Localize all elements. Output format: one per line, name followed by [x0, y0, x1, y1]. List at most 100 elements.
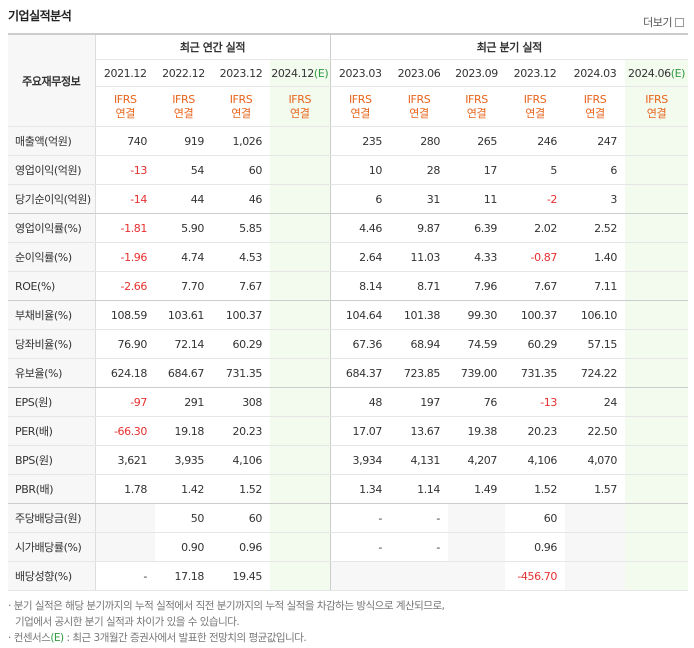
- data-cell: 22.50: [565, 416, 625, 446]
- data-row: BPS(원) 3,621 3,935 4,106 3,934 4,131 4,207 4,10…: [8, 445, 689, 475]
- data-cell: 76: [448, 387, 505, 417]
- data-row: 부채비율(%) 108.59 103.61 100.37 104.64 101.38 99.…: [8, 300, 689, 330]
- empty-cell: [270, 126, 330, 156]
- data-cell: 291: [155, 387, 212, 417]
- data-row: 시가배당률(%) 0.90 0.96- -0.96: [8, 532, 689, 562]
- empty-cell: [329, 561, 390, 591]
- data-cell: 54: [155, 155, 212, 185]
- data-cell: 2.52: [565, 213, 625, 243]
- data-cell: 101.38: [390, 300, 448, 330]
- data-cell: 31: [390, 184, 448, 214]
- estimate-mark: (E): [313, 66, 329, 80]
- data-cell: 1.42: [155, 474, 212, 504]
- data-row: EPS(원) -97 291 308 48 197 76 -13 24: [8, 387, 689, 417]
- data-cell: 60.29: [212, 329, 270, 359]
- standard-label: IFRS: [465, 92, 488, 106]
- empty-cell: [270, 474, 330, 504]
- notes: 분기 실적은 해당 분기까지의 누적 실적에서 직전 분기까지의 누적 실적을 …: [8, 598, 445, 646]
- data-cell: 60.29: [505, 329, 565, 359]
- standard-label: 연결: [646, 106, 667, 120]
- data-cell: -: [329, 503, 390, 533]
- standard-label: IFRS: [645, 92, 668, 106]
- data-cell: 60: [212, 155, 270, 185]
- period-header: 2022.12: [155, 59, 212, 87]
- row-label: BPS(원): [8, 445, 96, 475]
- standard-label: 연결: [173, 106, 194, 120]
- standard-label: 연결: [525, 106, 545, 120]
- period-label: 2023.03: [338, 66, 382, 80]
- data-cell: 106.10: [565, 300, 625, 330]
- data-cell: 17.07: [329, 416, 390, 446]
- data-cell: 1.49: [448, 474, 505, 504]
- data-cell: 3,934: [329, 445, 390, 475]
- data-cell: 0.90: [155, 532, 212, 562]
- standard-label: IFRS: [172, 92, 195, 106]
- data-cell: 11.03: [390, 242, 448, 272]
- row-label: EPS(원): [8, 387, 96, 417]
- data-cell: 7.70: [155, 271, 212, 301]
- data-cell: 4.33: [448, 242, 505, 272]
- empty-cell: [448, 503, 505, 533]
- more-link[interactable]: 더보기: [643, 14, 684, 30]
- data-cell: 4,131: [390, 445, 448, 475]
- data-cell: 76.90: [95, 329, 155, 359]
- standard-header: IFRS 연결: [270, 86, 330, 127]
- data-cell: 731.35: [212, 358, 270, 388]
- empty-cell: [270, 387, 330, 417]
- standard-label: IFRS: [288, 92, 312, 106]
- data-cell: 739.00: [448, 358, 505, 388]
- data-cell: 44: [155, 184, 212, 214]
- data-cell: -13: [505, 387, 565, 417]
- row-label: 영업이익률(%): [8, 213, 96, 243]
- data-cell: -97: [95, 387, 155, 417]
- header-row: 주요재무정보 최근 연간 실적 최근 분기 실적: [8, 33, 689, 127]
- data-row: 순이익률(%) -1.96 4.74 4.53 2.64 11.03 4.33 -0.87 1.…: [8, 242, 689, 272]
- standard-label: IFRS: [113, 92, 137, 106]
- empty-cell: [625, 300, 689, 330]
- empty-cell: [625, 416, 689, 446]
- data-cell: -: [95, 561, 155, 591]
- data-cell: -1.81: [95, 213, 155, 243]
- data-cell: 24: [565, 387, 625, 417]
- standard-label: 연결: [466, 106, 487, 120]
- data-row: 배당성향(%) -17.18 19.45 -456.70: [8, 561, 689, 591]
- period-header: 2023.12: [505, 59, 565, 87]
- period-label: 2022.12: [162, 66, 205, 80]
- note-part: : 최근 3개월간 증권사에서 발표한 전망치의 평균값입니다.: [63, 632, 307, 644]
- data-cell: 17: [448, 155, 505, 185]
- note-line: 기업에서 공시한 분기 실적과 차이가 있을 수 있습니다.: [15, 616, 240, 628]
- period-header: 2023.12: [212, 59, 270, 87]
- empty-cell: [270, 358, 330, 388]
- data-cell: 6: [565, 155, 625, 185]
- period-label: 2023.09: [455, 66, 498, 80]
- empty-cell: [625, 329, 689, 359]
- data-cell: 4,207: [448, 445, 505, 475]
- data-cell: 740: [95, 126, 155, 156]
- data-cell: 19.45: [212, 561, 270, 591]
- standard-label: IFRS: [348, 92, 372, 106]
- data-cell: 6.39: [448, 213, 505, 243]
- data-cell: 19.38: [448, 416, 505, 446]
- standard-label: 연결: [231, 106, 251, 120]
- period-header: 2023.03: [329, 59, 390, 87]
- empty-cell: [625, 184, 689, 214]
- data-cell: 724.22: [565, 358, 625, 388]
- period-header: 2024.03: [565, 59, 625, 87]
- data-cell: 7.67: [212, 271, 270, 301]
- empty-cell: [625, 561, 689, 591]
- note-part: 컨센서스: [13, 632, 51, 644]
- note-line: 컨센서스(E) : 최근 3개월간 증권사에서 발표한 전망치의 평균값입니다.: [8, 630, 444, 646]
- data-cell: 50: [155, 503, 212, 533]
- standard-label: IFRS: [583, 92, 607, 106]
- period-label: 2024.03: [573, 66, 617, 80]
- data-cell: 6: [329, 184, 390, 214]
- data-cell: 8.71: [390, 271, 448, 301]
- data-cell: 2.02: [505, 213, 565, 243]
- standard-header: IFRS 연결: [505, 86, 565, 127]
- data-cell: 108.59: [95, 300, 155, 330]
- empty-cell: [390, 561, 448, 591]
- standard-header: IFRS 연결: [448, 86, 505, 127]
- data-row: ROE(%) -2.66 7.70 7.67 8.14 8.71 7.96 7.67 7.11: [8, 271, 689, 301]
- data-row: PER(배) -66.30 19.18 20.23 17.07 13.67 19.38 20.…: [8, 416, 689, 446]
- data-row: 영업이익률(%) -1.81 5.90 5.85 4.46 9.87 6.39 2.02 2.5…: [8, 213, 689, 243]
